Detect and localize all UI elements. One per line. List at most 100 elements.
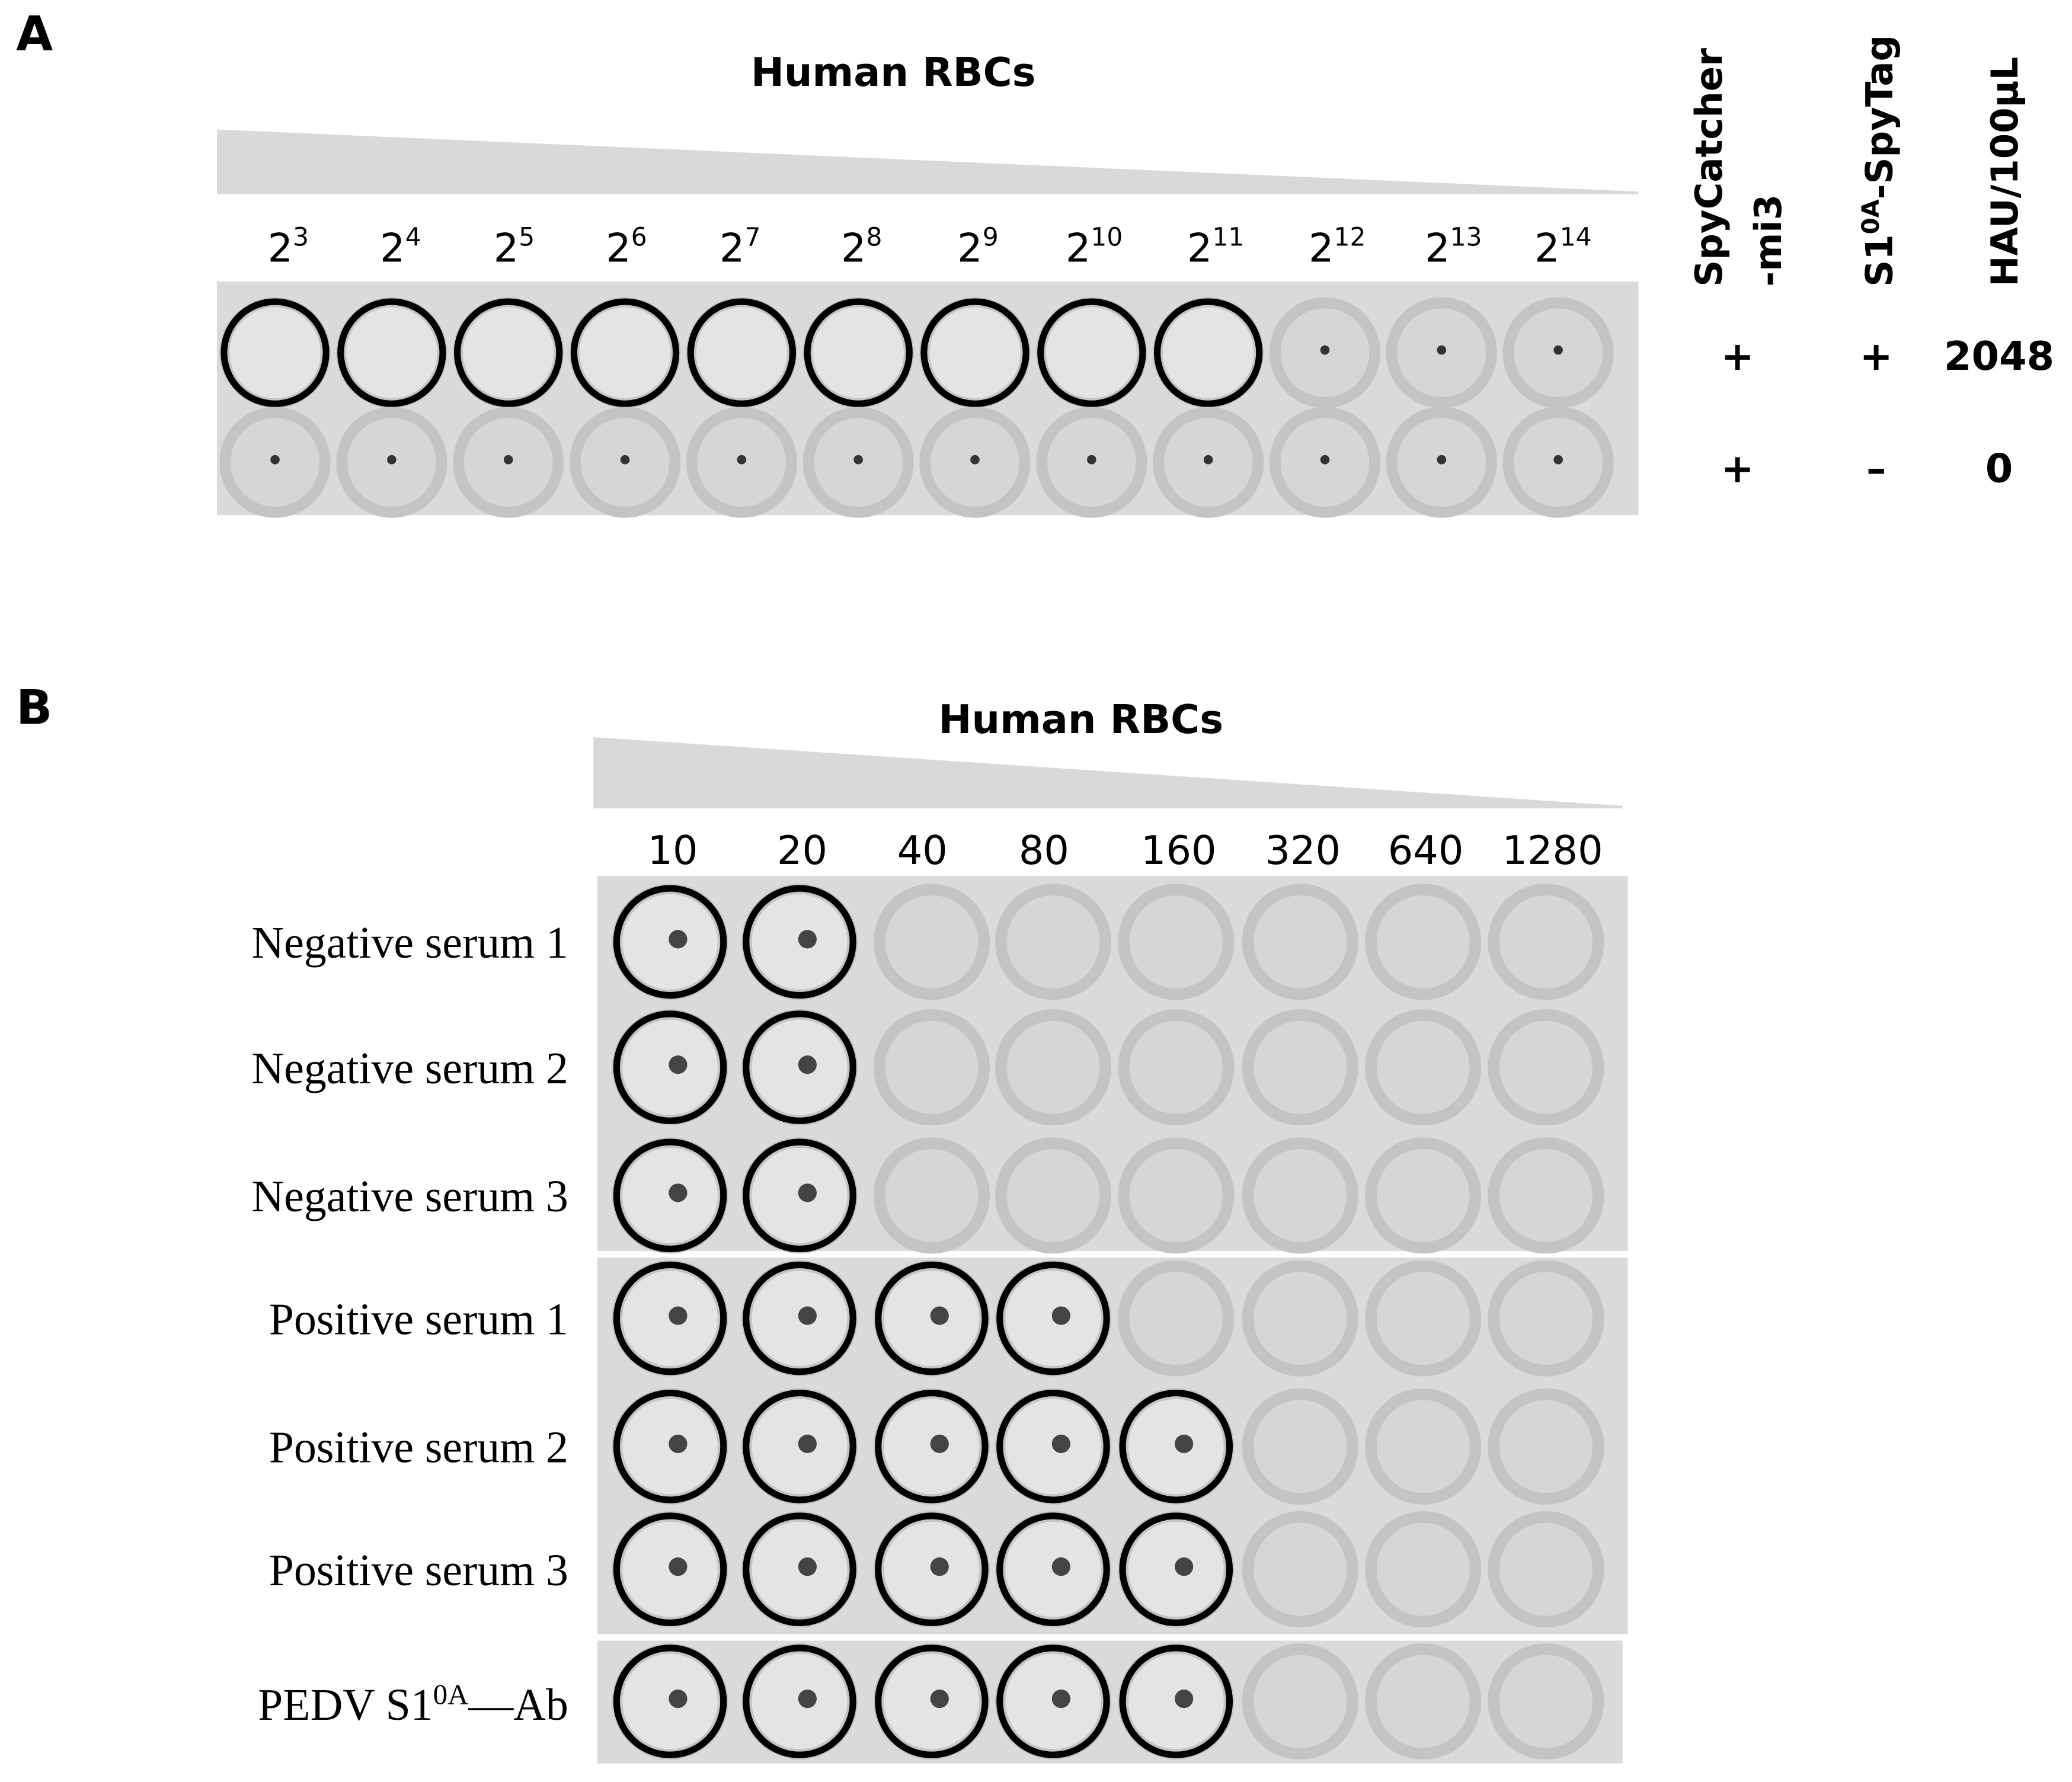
well-inner [929,307,1021,398]
dilution-label: 212 [1309,223,1366,271]
well-inner [1376,895,1470,988]
dilution-base: 2 [606,225,631,271]
dilution-exp: 10 [1091,223,1123,252]
dilution-base: 2 [494,225,519,271]
dilution-exp: 4 [405,223,421,252]
well-inner [1376,1272,1470,1365]
table-cell: + [1721,446,1754,492]
well-inner [1499,1655,1593,1748]
rbc-button [1203,455,1213,465]
well-inner [1006,1148,1100,1242]
header-sup: 0A [1857,199,1885,234]
well-inner [1254,895,1347,988]
highlight-circle [804,298,913,407]
highlight-circle [1119,1512,1233,1626]
rbc-button [1051,1306,1070,1325]
highlight-circle [613,1390,727,1503]
row-sup: 0A [433,1678,469,1710]
well-inner [885,1020,979,1114]
well-inner [229,307,321,398]
well-inner [1376,1655,1470,1748]
well-inner [579,307,671,398]
highlight-circle [570,298,680,407]
dilution-base: 2 [268,225,293,271]
rbc-button [669,1689,688,1709]
rbc-button [669,1557,688,1576]
rbc-button [1051,1689,1070,1709]
highlight-circle [1119,1390,1233,1503]
highlight-circle [743,885,856,999]
dilution-exp: 7 [744,223,760,252]
dilution-exp: 9 [983,223,999,252]
well-inner [1006,895,1100,988]
highlight-circle [996,1512,1110,1626]
panel-title: Human RBCs [939,696,1224,743]
rbc-button [930,1689,949,1709]
highlight-circle [996,1390,1110,1503]
well-inner [1254,1148,1347,1242]
well-inner [1376,1020,1470,1114]
rbc-button [1051,1434,1070,1453]
rbc-button [798,1055,817,1074]
rbc-button [970,455,980,465]
table-cell: 2048 [1944,333,2054,379]
dilution-exp: 5 [519,223,535,252]
dilution-base: 2 [1425,225,1450,271]
well-inner [1046,307,1137,398]
row-text: PEDV S1 [258,1680,433,1730]
dilution-label: 29 [957,223,999,271]
well-inner [1376,1148,1470,1242]
dilution-base: 2 [841,225,866,271]
dilution-exp: 13 [1450,223,1482,252]
table-cell: + [1860,333,1893,379]
highlight-circle [613,1261,727,1375]
well-inner [1499,1020,1593,1114]
well-inner [885,1148,979,1242]
highlight-circle [875,1645,989,1758]
panel-label: B [16,680,52,735]
rbc-button [669,1306,688,1325]
well-inner [1254,1655,1347,1748]
dilution-exp: 3 [293,223,309,252]
row-label: PEDV S10A—Ab [258,1678,568,1730]
dilution-exp: 12 [1334,223,1366,252]
rbc-button [930,1306,949,1325]
highlight-circle [613,1512,727,1626]
rbc-button [669,1055,688,1074]
dilution-exp: 14 [1560,223,1592,252]
highlight-circle [996,1261,1110,1375]
dilution-label: 214 [1534,223,1591,271]
row-label: Negative serum 3 [252,1172,568,1221]
rbc-button [798,930,817,949]
well-inner [1499,895,1593,988]
rbc-button [1175,1689,1194,1709]
dilution-label: 1280 [1502,827,1603,874]
rbc-button [387,455,397,465]
table-cell: 0 [1985,446,2013,492]
rbc-button [1553,455,1563,465]
rbc-button [503,455,513,465]
rbc-button [669,1183,688,1202]
column-header: HAU/100μL [1983,57,2026,287]
rbc-button [1087,455,1096,465]
column-header: SpyCatcher [1687,48,1731,287]
well-inner [1499,1272,1593,1365]
rbc-button [930,1434,949,1453]
dilution-label: 20 [777,827,827,874]
dilution-label: 23 [268,223,309,271]
highlight-circle [687,298,797,407]
highlight-circle [1037,298,1146,407]
row-text: —Ab [468,1680,568,1730]
well-inner [1129,895,1223,988]
dilution-label: 10 [647,827,698,874]
highlight-circle [613,1138,727,1253]
gradient-triangle [216,129,1639,194]
well-inner [1129,1272,1223,1365]
highlight-circle [613,885,727,999]
well-inner [1499,1148,1593,1242]
dilution-base: 2 [1066,225,1091,271]
highlight-circle [743,1390,856,1503]
rbc-button [798,1557,817,1576]
column-header: S10A-SpyTag [1857,35,1901,287]
row-label: Negative serum 2 [252,1044,568,1093]
